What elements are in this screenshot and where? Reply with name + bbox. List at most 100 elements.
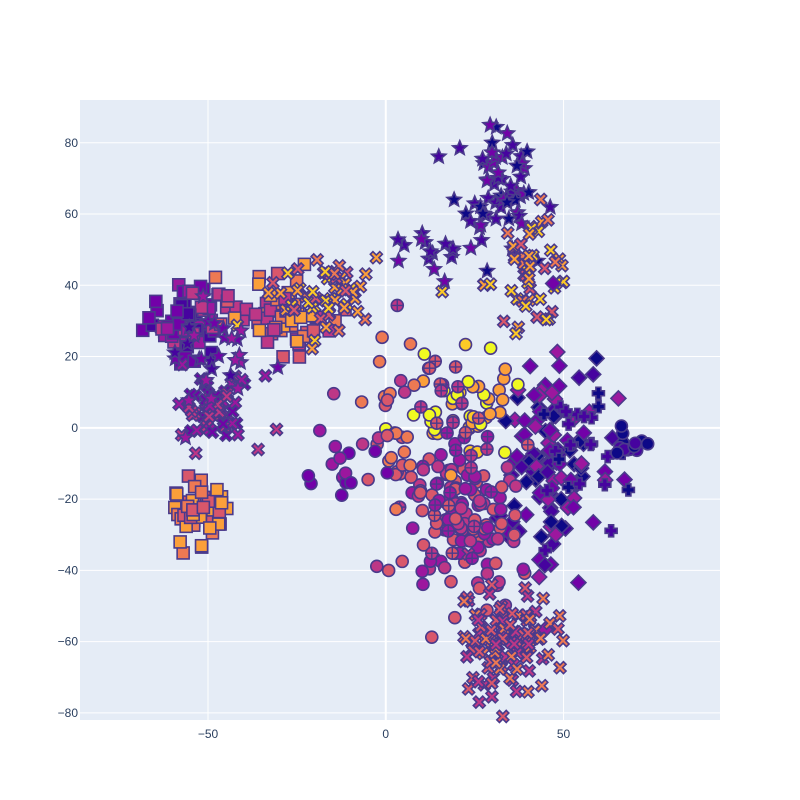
data-point bbox=[425, 259, 444, 277]
data-point bbox=[525, 386, 543, 404]
data-point bbox=[472, 494, 487, 508]
data-point bbox=[416, 577, 430, 592]
data-point bbox=[422, 408, 437, 422]
data-point bbox=[512, 458, 531, 476]
data-point bbox=[276, 350, 290, 364]
data-point bbox=[305, 284, 320, 299]
data-point bbox=[604, 524, 618, 538]
data-point-cross bbox=[472, 412, 485, 425]
data-point bbox=[472, 695, 487, 710]
data-point bbox=[561, 480, 576, 495]
data-point bbox=[497, 144, 516, 162]
data-point bbox=[500, 225, 515, 241]
data-point bbox=[489, 163, 508, 181]
data-point bbox=[403, 337, 418, 351]
data-point bbox=[478, 261, 497, 279]
data-point bbox=[463, 534, 478, 548]
data-point bbox=[188, 446, 203, 461]
data-point bbox=[628, 436, 643, 451]
point-cluster-square bbox=[168, 469, 234, 560]
data-point bbox=[517, 506, 535, 524]
data-point bbox=[495, 393, 510, 407]
data-point bbox=[472, 581, 487, 595]
data-point bbox=[507, 251, 522, 267]
data-point bbox=[507, 528, 522, 542]
data-point bbox=[280, 266, 295, 281]
data-point bbox=[290, 261, 305, 277]
data-point bbox=[483, 341, 498, 355]
data-point bbox=[202, 409, 217, 424]
x-tick-label: 50 bbox=[557, 727, 571, 741]
data-point bbox=[290, 334, 304, 349]
data-point bbox=[600, 449, 615, 464]
data-point bbox=[555, 633, 571, 648]
data-point bbox=[416, 462, 431, 477]
data-point bbox=[331, 323, 346, 338]
point-cluster-x bbox=[230, 250, 384, 356]
data-point-cross bbox=[451, 380, 464, 393]
data-point bbox=[361, 472, 375, 487]
y-tick-label: −40 bbox=[58, 563, 79, 577]
data-point bbox=[179, 390, 198, 409]
data-point bbox=[334, 488, 349, 502]
data-point bbox=[305, 341, 320, 356]
data-point bbox=[416, 538, 431, 552]
data-point bbox=[521, 271, 537, 286]
data-point bbox=[388, 230, 408, 248]
data-point bbox=[149, 294, 163, 309]
data-point bbox=[498, 362, 513, 376]
data-point bbox=[375, 330, 389, 345]
data-point bbox=[540, 483, 554, 498]
data-point bbox=[552, 452, 566, 466]
data-point bbox=[194, 485, 209, 499]
point-cluster-star bbox=[388, 211, 491, 290]
data-point-cross bbox=[468, 520, 481, 533]
data-point bbox=[503, 617, 518, 633]
data-point bbox=[313, 423, 327, 438]
data-point bbox=[461, 681, 476, 697]
data-point bbox=[508, 508, 522, 522]
data-point bbox=[354, 395, 369, 409]
data-point bbox=[326, 386, 341, 401]
data-point bbox=[533, 631, 548, 646]
data-point bbox=[472, 644, 487, 659]
data-point bbox=[456, 594, 472, 609]
data-point bbox=[471, 612, 486, 628]
data-point bbox=[501, 176, 520, 194]
data-point bbox=[194, 286, 213, 305]
data-point-cross bbox=[430, 478, 443, 491]
data-point bbox=[587, 349, 606, 368]
data-point-cross bbox=[449, 360, 462, 373]
data-point bbox=[492, 602, 507, 617]
data-point bbox=[521, 637, 536, 652]
data-point bbox=[435, 271, 454, 290]
data-point bbox=[503, 135, 522, 153]
data-point bbox=[540, 212, 556, 227]
data-point bbox=[194, 300, 209, 315]
data-point bbox=[372, 354, 387, 369]
data-point bbox=[563, 438, 578, 452]
data-point bbox=[538, 543, 552, 557]
data-point bbox=[415, 564, 430, 579]
data-point bbox=[542, 513, 560, 531]
data-point bbox=[598, 477, 612, 492]
data-point bbox=[480, 520, 495, 535]
data-point bbox=[461, 238, 481, 256]
data-point bbox=[261, 285, 276, 301]
data-point bbox=[518, 580, 533, 596]
data-point bbox=[541, 421, 559, 439]
data-point bbox=[519, 182, 538, 201]
data-point bbox=[569, 573, 588, 592]
y-tick-label: −20 bbox=[58, 492, 79, 506]
y-tick-label: −80 bbox=[58, 706, 79, 720]
data-point bbox=[614, 419, 629, 433]
x-tick-label: −50 bbox=[198, 727, 219, 741]
data-point bbox=[202, 359, 221, 377]
data-point bbox=[380, 465, 395, 480]
data-point bbox=[504, 283, 519, 298]
data-point bbox=[436, 234, 455, 252]
data-point bbox=[458, 337, 473, 352]
data-point bbox=[544, 274, 562, 293]
data-point bbox=[431, 459, 445, 474]
data-point bbox=[496, 314, 511, 329]
